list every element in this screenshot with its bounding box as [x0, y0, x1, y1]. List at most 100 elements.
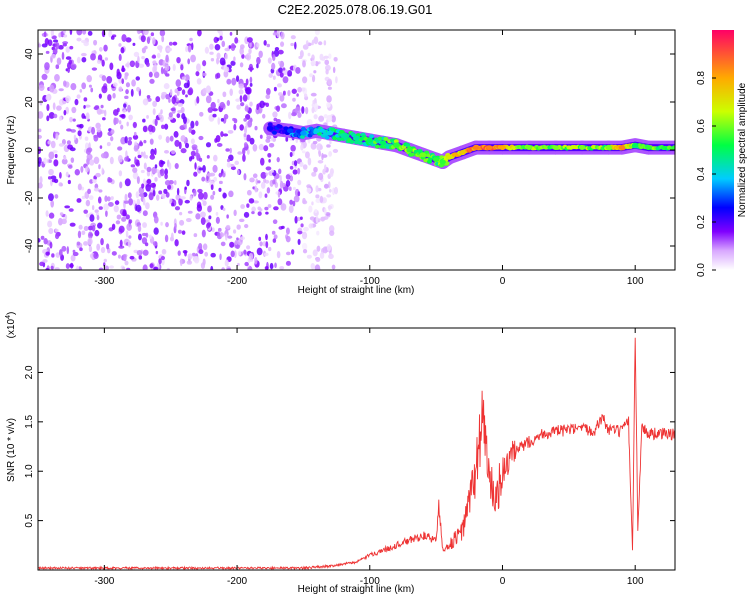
noise-cell: [264, 206, 269, 211]
noise-cell: [314, 30, 320, 36]
noise-cell: [289, 199, 293, 205]
noise-cell: [115, 220, 121, 225]
noise-cell: [77, 230, 82, 239]
noise-cell: [104, 57, 109, 61]
snr-series-line: [38, 337, 675, 570]
noise-cell: [86, 153, 93, 161]
noise-cell: [206, 222, 211, 229]
noise-cell: [166, 47, 173, 52]
noise-cell: [196, 63, 201, 72]
noise-cell: [206, 155, 210, 159]
noise-cell: [181, 230, 186, 235]
colorbar-ticks: 0.0 0.2 0.4 0.6 0.8: [696, 71, 716, 277]
noise-cell: [185, 217, 192, 223]
noise-cell: [140, 169, 145, 174]
noise-cell: [50, 265, 54, 270]
noise-cell: [75, 265, 80, 270]
noise-cell: [80, 165, 84, 173]
noise-cell: [131, 79, 136, 87]
noise-cell: [179, 258, 183, 267]
noise-cell: [100, 246, 106, 254]
noise-cell: [200, 211, 206, 218]
noise-cell: [48, 112, 55, 119]
noise-cell: [306, 187, 312, 194]
noise-cell: [224, 47, 231, 52]
noise-cell: [133, 145, 139, 152]
noise-cell: [263, 145, 269, 152]
noise-cell: [128, 235, 132, 239]
noise-cell: [145, 183, 152, 192]
bottom-y-tick-label: 0.5: [24, 513, 35, 527]
noise-cell: [239, 124, 244, 131]
noise-cell: [96, 108, 103, 115]
noise-cell: [265, 241, 269, 249]
signal-track-point: [439, 159, 446, 165]
noise-cell: [70, 157, 75, 163]
noise-cell: [124, 260, 129, 266]
noise-cell: [79, 247, 83, 252]
bottom-y-tick-label: 1.5: [24, 414, 35, 428]
noise-cell: [98, 93, 102, 99]
noise-cell: [246, 148, 250, 155]
noise-cell: [172, 63, 176, 72]
noise-cell: [96, 59, 102, 65]
noise-cell: [291, 112, 297, 117]
noise-cell: [135, 204, 142, 212]
noise-cell: [142, 249, 149, 256]
noise-cell: [301, 242, 308, 250]
noise-cell: [174, 139, 180, 147]
noise-cell: [117, 146, 123, 151]
noise-cell: [51, 35, 57, 40]
colorbar-gradient: [712, 30, 734, 270]
noise-cell: [269, 262, 274, 270]
noise-cell: [188, 126, 192, 133]
noise-cell: [168, 97, 171, 103]
noise-cell: [228, 45, 232, 49]
noise-cell: [277, 49, 284, 55]
noise-cell: [329, 171, 334, 177]
noise-cell: [176, 187, 180, 196]
noise-cell: [212, 164, 218, 173]
noise-cell: [61, 158, 68, 165]
noise-cell: [297, 238, 301, 245]
top-y-axis-label: Frequency (Hz): [6, 116, 17, 185]
noise-cell: [306, 118, 313, 127]
noise-cell: [67, 179, 71, 185]
noise-cell: [121, 78, 125, 85]
noise-cell: [59, 171, 62, 179]
noise-cell: [132, 42, 136, 46]
top-y-tick-label: 20: [24, 96, 35, 108]
noise-cell: [257, 211, 262, 216]
noise-cell: [77, 130, 82, 137]
noise-cell: [146, 36, 151, 45]
noise-cell: [190, 120, 195, 129]
noise-cell: [44, 62, 50, 71]
noise-cell: [125, 214, 130, 220]
noise-cell: [218, 172, 223, 178]
noise-cell: [251, 206, 256, 212]
noise-cell: [77, 183, 82, 191]
noise-cell: [198, 249, 204, 255]
noise-cell: [63, 30, 66, 35]
noise-cell: [65, 56, 72, 60]
noise-cell: [158, 258, 162, 265]
noise-cell: [297, 112, 302, 118]
noise-cell: [143, 151, 146, 159]
noise-cell: [53, 159, 59, 167]
noise-cell: [318, 115, 325, 122]
noise-cell: [143, 139, 147, 144]
noise-cell: [237, 169, 240, 175]
noise-cell: [265, 94, 271, 100]
noise-cell: [293, 195, 300, 203]
noise-cell: [302, 200, 308, 205]
noise-cell: [245, 53, 252, 61]
noise-cell: [328, 150, 333, 157]
noise-cell: [83, 115, 87, 119]
signal-point: [299, 134, 305, 139]
noise-cell: [225, 224, 231, 229]
noise-cell: [65, 95, 71, 102]
signal-track-point: [313, 128, 320, 134]
noise-cell: [146, 114, 149, 119]
noise-cell: [100, 104, 104, 109]
noise-cell: [177, 102, 184, 107]
